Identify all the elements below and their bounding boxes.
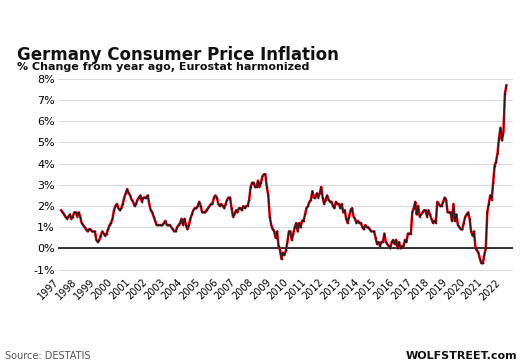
Text: Source: DESTATIS: Source: DESTATIS xyxy=(5,351,90,361)
Text: Germany Consumer Price Inflation: Germany Consumer Price Inflation xyxy=(17,46,338,64)
Text: WOLFSTREET.com: WOLFSTREET.com xyxy=(406,351,518,361)
Text: % Change from year ago, Eurostat harmonized: % Change from year ago, Eurostat harmoni… xyxy=(17,62,309,73)
